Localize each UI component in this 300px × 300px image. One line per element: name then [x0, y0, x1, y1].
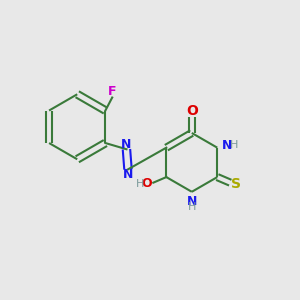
Text: H: H — [230, 140, 238, 150]
Text: O: O — [186, 104, 198, 118]
Text: O: O — [141, 177, 152, 190]
Text: N: N — [121, 138, 132, 151]
Text: N: N — [187, 195, 198, 208]
Text: H: H — [136, 178, 145, 189]
Text: H: H — [188, 202, 196, 212]
Text: S: S — [232, 177, 242, 190]
Text: F: F — [108, 85, 117, 98]
Text: N: N — [122, 168, 133, 182]
Text: N: N — [222, 139, 233, 152]
